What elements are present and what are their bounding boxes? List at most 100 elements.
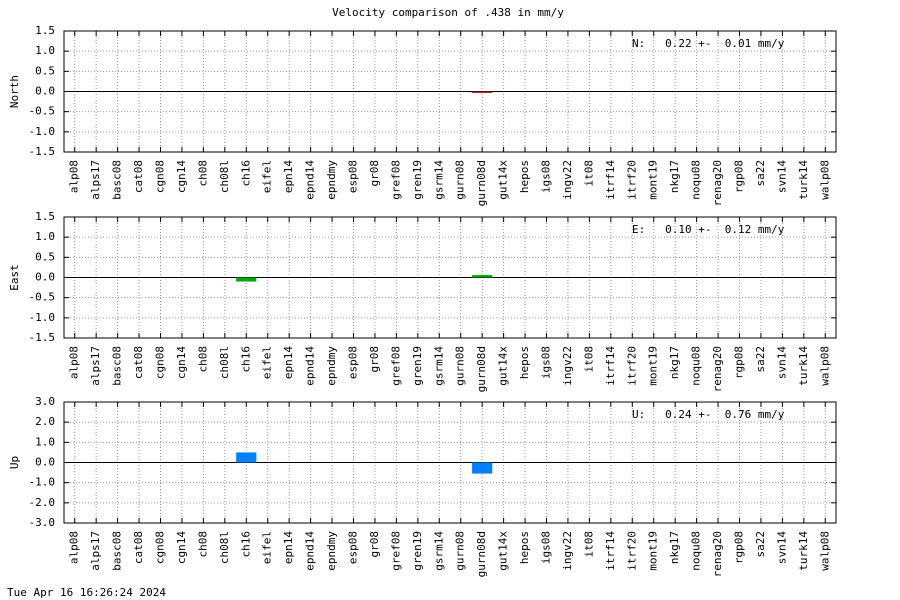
y-tick-label: 1.0 (35, 230, 55, 243)
x-tick-label: cat08 (132, 346, 145, 379)
x-tick-label: nkg17 (668, 160, 681, 193)
x-tick-label: gsrm14 (432, 346, 445, 386)
y-tick-label: -3.0 (29, 516, 56, 529)
x-tick-label: epnd14 (304, 531, 317, 571)
y-tick-label: 0.0 (35, 85, 55, 98)
x-tick-label: mont19 (647, 531, 660, 571)
x-tick-label: hepos (518, 160, 531, 193)
x-tick-label: svn14 (775, 531, 788, 564)
x-tick-label: ingv22 (561, 531, 574, 571)
x-tick-label: cat08 (132, 160, 145, 193)
x-tick-label: nkg17 (668, 531, 681, 564)
x-tick-label: alp08 (68, 531, 81, 564)
x-tick-label: gren19 (411, 160, 424, 200)
x-tick-label: gren19 (411, 346, 424, 386)
bar (472, 91, 493, 93)
x-tick-label: ch16 (239, 346, 252, 373)
y-tick-label: 0.0 (35, 271, 55, 284)
x-tick-label: it08 (582, 160, 595, 187)
x-tick-label: igs08 (540, 531, 553, 564)
x-tick-label: noqu08 (690, 346, 703, 386)
x-tick-label: esp08 (347, 346, 360, 379)
y-tick-label: -1.5 (29, 145, 56, 158)
x-tick-label: svn14 (775, 346, 788, 379)
x-tick-label: itrf20 (625, 160, 638, 200)
plot-frame (63, 216, 837, 339)
x-tick-label: it08 (582, 531, 595, 558)
x-tick-label: gsrm14 (432, 531, 445, 571)
x-tick-label: ch08l (218, 531, 231, 564)
bar (472, 462, 493, 474)
x-tick-label: sa22 (754, 346, 767, 373)
x-tick-label: epn14 (282, 346, 295, 379)
y-tick-label: -1.0 (29, 125, 56, 138)
x-tick-label: sa22 (754, 531, 767, 558)
plot-frame (63, 30, 837, 153)
x-tick-label: ch08 (196, 346, 209, 373)
x-tick-label: epn14 (282, 160, 295, 193)
chart-title: Velocity comparison of .438 in mm/y (332, 6, 564, 19)
x-tick-label: renag20 (711, 346, 724, 392)
x-tick-label: turk14 (797, 346, 810, 386)
x-tick-label: gurn08 (454, 531, 467, 571)
x-tick-label: ch16 (239, 160, 252, 187)
x-tick-label: gurn08 (454, 346, 467, 386)
x-tick-label: cgn08 (154, 160, 167, 193)
x-tick-label: mont19 (647, 346, 660, 386)
y-tick-label: 0.5 (35, 64, 55, 77)
x-tick-label: alps17 (89, 531, 102, 571)
timestamp: Tue Apr 16 16:26:24 2024 (7, 586, 166, 599)
x-tick-label: esp08 (347, 160, 360, 193)
x-tick-label: itrf20 (625, 346, 638, 386)
x-tick-label: gr08 (368, 346, 381, 373)
x-tick-label: cgn14 (175, 346, 188, 379)
x-tick-label: cgn14 (175, 160, 188, 193)
y-axis-label: North (8, 75, 21, 108)
y-tick-label: 2.0 (35, 415, 55, 428)
y-tick-label: -1.5 (29, 331, 56, 344)
y-tick-label: -1.0 (29, 311, 56, 324)
x-tick-label: cgn08 (154, 346, 167, 379)
x-tick-label: esp08 (347, 531, 360, 564)
y-tick-label: 3.0 (35, 395, 55, 408)
x-tick-label: renag20 (711, 531, 724, 577)
x-tick-label: ch16 (239, 531, 252, 558)
x-tick-label: epndmy (325, 346, 338, 386)
y-tick-label: 0.5 (35, 250, 55, 263)
x-tick-label: gren19 (411, 531, 424, 571)
y-tick-label: 1.0 (35, 44, 55, 57)
x-tick-label: renag20 (711, 160, 724, 206)
x-tick-label: basc08 (111, 346, 124, 386)
x-tick-label: nkg17 (668, 346, 681, 379)
x-tick-label: epnd14 (304, 160, 317, 200)
x-tick-label: alps17 (89, 160, 102, 200)
x-tick-label: cgn14 (175, 531, 188, 564)
x-tick-label: rgp08 (733, 160, 746, 193)
annotation: N: 0.22 +- 0.01 mm/y (632, 37, 785, 50)
y-tick-label: 1.5 (35, 24, 55, 37)
x-tick-label: basc08 (111, 531, 124, 571)
x-tick-label: itrf20 (625, 531, 638, 571)
y-axis-label: East (8, 264, 21, 291)
x-tick-label: gut14x (497, 531, 510, 571)
x-tick-label: ch08l (218, 346, 231, 379)
x-tick-label: gurn08d (475, 346, 488, 392)
x-tick-label: it08 (582, 346, 595, 373)
x-tick-label: epndmy (325, 531, 338, 571)
x-tick-label: walp08 (818, 346, 831, 386)
x-tick-label: gut14x (497, 160, 510, 200)
x-tick-label: gut14x (497, 346, 510, 386)
x-tick-label: alp08 (68, 346, 81, 379)
x-tick-label: rgp08 (733, 531, 746, 564)
x-tick-label: svn14 (775, 160, 788, 193)
x-tick-label: ingv22 (561, 160, 574, 200)
x-tick-label: gref08 (389, 531, 402, 571)
x-tick-label: turk14 (797, 531, 810, 571)
x-tick-label: gurn08 (454, 160, 467, 200)
x-tick-label: epn14 (282, 531, 295, 564)
x-tick-label: alp08 (68, 160, 81, 193)
annotation: E: 0.10 +- 0.12 mm/y (632, 223, 785, 236)
x-tick-label: igs08 (540, 346, 553, 379)
